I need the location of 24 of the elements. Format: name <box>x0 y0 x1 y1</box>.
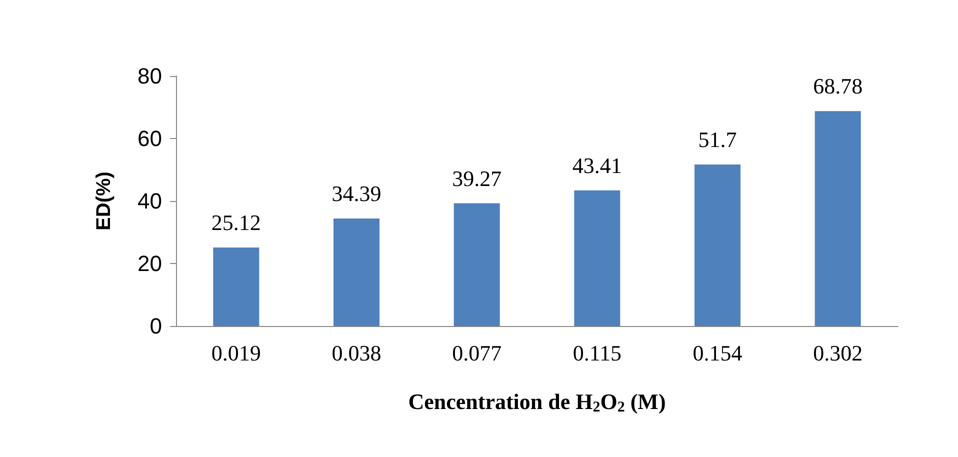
bar <box>454 203 500 326</box>
x-tick-label: 0.077 <box>452 340 502 366</box>
y-tick-label: 20 <box>138 251 162 276</box>
y-axis-title: ED(%) <box>93 172 115 230</box>
x-tick-label: 0.154 <box>692 340 742 366</box>
x-tick-label: 0.115 <box>572 340 622 366</box>
data-label: 34.39 <box>332 181 382 206</box>
bar <box>814 111 861 326</box>
data-label: 68.78 <box>813 74 863 99</box>
bar <box>213 248 260 326</box>
y-tick-label: 0 <box>150 314 162 338</box>
y-tick-label: 40 <box>138 188 162 214</box>
y-tick-label: 80 <box>138 64 162 88</box>
x-tick-label: 0.038 <box>332 340 382 366</box>
bar <box>694 164 740 326</box>
x-tick-label: 0.302 <box>813 340 863 366</box>
data-label: 43.41 <box>572 152 622 178</box>
data-label: 25.12 <box>211 210 261 235</box>
bar <box>574 190 620 326</box>
y-tick-label: 60 <box>138 126 162 151</box>
data-label: 39.27 <box>452 166 502 191</box>
x-tick-label: 0.019 <box>211 340 261 366</box>
bar <box>334 218 380 326</box>
data-label: 51.7 <box>698 126 737 152</box>
